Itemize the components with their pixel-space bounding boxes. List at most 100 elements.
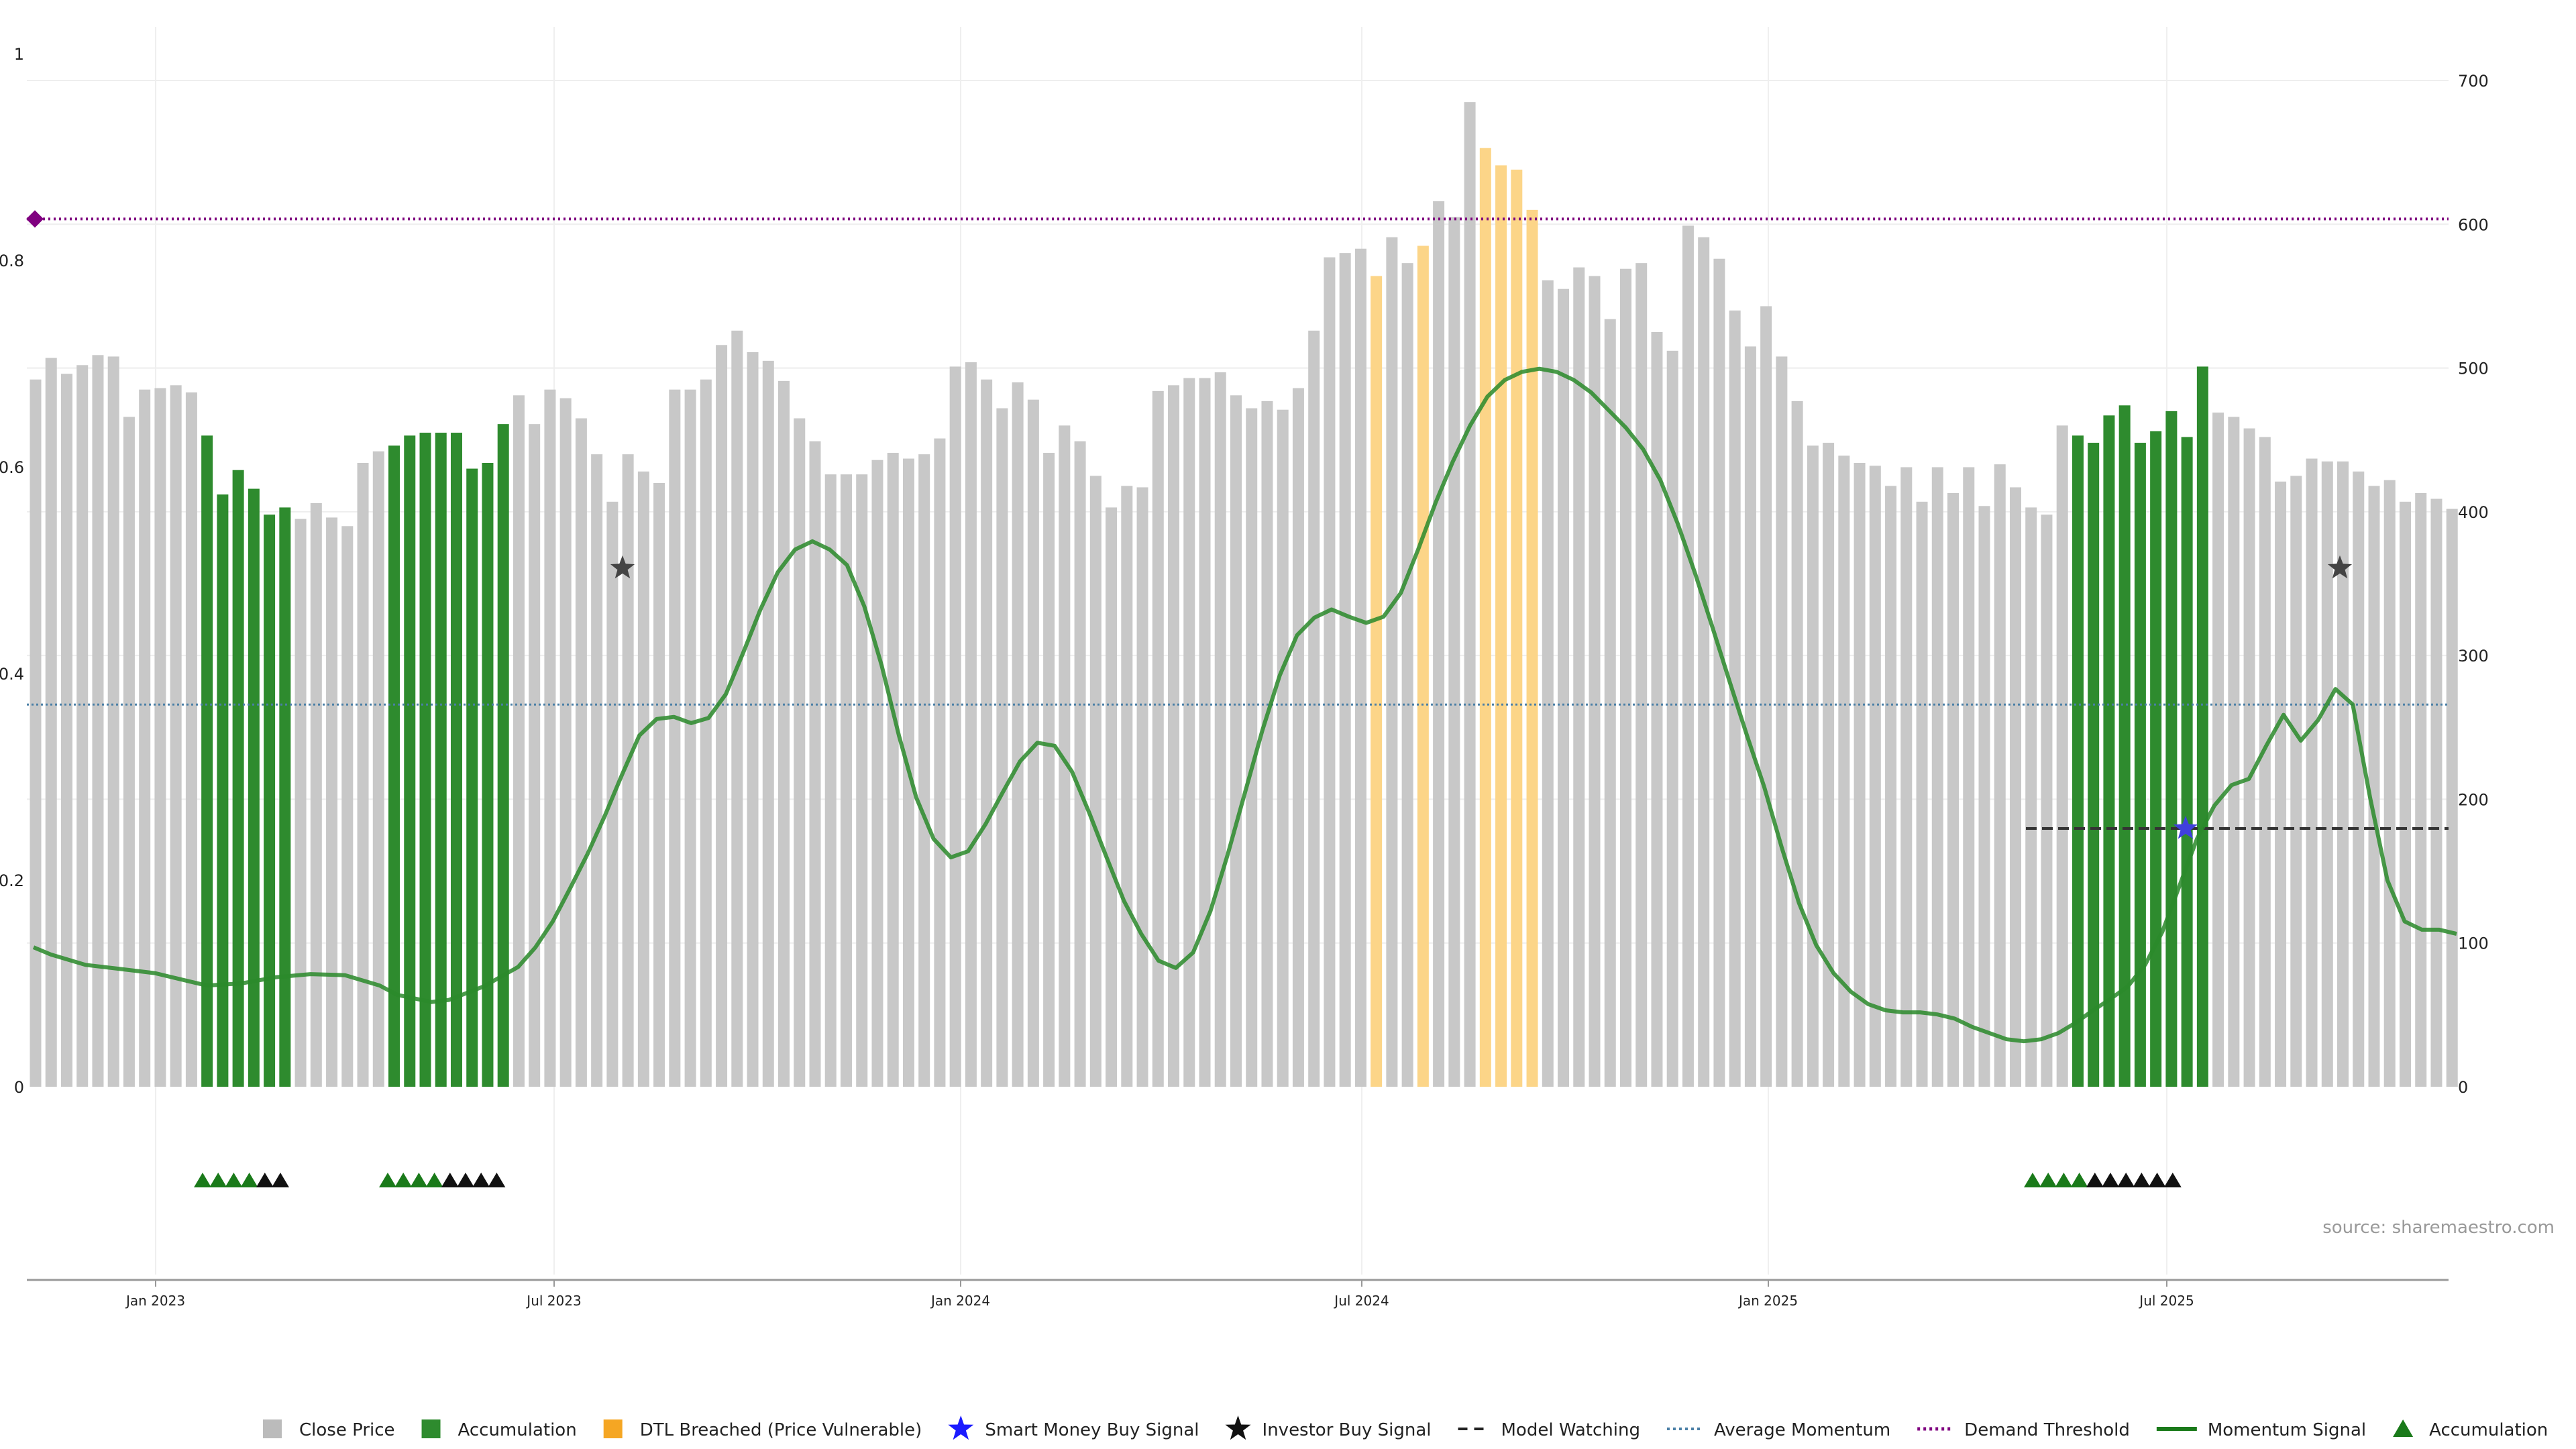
price-bar [107, 356, 119, 1087]
price-bar [794, 418, 806, 1087]
price-bar [1043, 453, 1055, 1087]
price-bar [1308, 330, 1320, 1087]
price-bar [918, 454, 930, 1087]
price-bar [1838, 455, 1850, 1087]
accumulation-triangle-marker [457, 1173, 474, 1187]
price-bar [700, 379, 712, 1087]
legend-star-icon [948, 1415, 974, 1440]
left-axis-tick-label: 0.2 [0, 871, 24, 890]
price-bar [310, 503, 322, 1087]
price-bar [1744, 346, 1756, 1087]
price-bar [341, 526, 354, 1087]
price-bar [1059, 425, 1071, 1087]
price-bar [2150, 431, 2162, 1087]
price-bar [201, 435, 213, 1087]
price-bar [2181, 437, 2193, 1087]
price-bar [372, 451, 384, 1087]
price-bar [684, 389, 696, 1087]
price-bar [1401, 263, 1413, 1087]
price-bar [856, 474, 868, 1087]
price-bar [934, 438, 946, 1087]
accumulation-triangle-marker [2133, 1173, 2151, 1187]
price-bar [1854, 463, 1866, 1087]
price-bar [1168, 385, 1180, 1087]
price-bar [1417, 246, 1429, 1087]
price-bar [248, 488, 260, 1087]
price-bar [419, 433, 431, 1087]
price-bar [1277, 409, 1289, 1087]
price-bar [326, 517, 338, 1087]
accumulation-triangle-marker [2117, 1173, 2135, 1187]
price-bar [1479, 148, 1491, 1087]
accumulation-triangle-marker [256, 1173, 274, 1187]
momentum-signal [32, 366, 2457, 1044]
investor-buy-signal-star [2327, 555, 2353, 579]
legend-label: Accumulation [2429, 1420, 2548, 1440]
right-axis-tick-label: 400 [2458, 503, 2489, 522]
price-bar [2243, 428, 2255, 1087]
legend-item: Investor Buy Signal [1225, 1415, 1432, 1440]
price-bar [1869, 466, 1881, 1087]
legend-label: Demand Threshold [1964, 1420, 2130, 1440]
legend-label: Smart Money Buy Signal [985, 1420, 1199, 1440]
price-bar [2337, 461, 2349, 1087]
price-bar [747, 352, 759, 1087]
accumulation-triangle-marker [379, 1173, 396, 1187]
price-bar [2118, 405, 2131, 1087]
price-bar [544, 389, 556, 1087]
legend-swatch [263, 1419, 282, 1438]
price-bar [965, 362, 977, 1087]
price-bar [669, 389, 681, 1087]
price-bar [871, 460, 883, 1087]
price-bar [45, 358, 57, 1087]
accumulation-triangle-marker [2024, 1173, 2041, 1187]
left-axis-tick-label: 1 [14, 45, 24, 64]
price-bar [2399, 501, 2411, 1087]
legend-label: Accumulation [458, 1420, 577, 1440]
price-bar [1292, 388, 1304, 1087]
price-bar [1027, 399, 1039, 1087]
price-bar [2025, 507, 2037, 1087]
price-bar [185, 392, 197, 1087]
price-bar [2290, 476, 2302, 1087]
price-bar [1776, 356, 1788, 1087]
price-bar [1635, 263, 1648, 1087]
price-bar [2212, 413, 2224, 1087]
price-bar [824, 474, 837, 1087]
price-bar [1963, 467, 1975, 1087]
accumulation-triangle-marker [240, 1173, 258, 1187]
price-bar [1371, 276, 1383, 1087]
price-bar [981, 379, 993, 1087]
price-bar [2134, 443, 2146, 1087]
price-bar [1121, 486, 1133, 1087]
accumulation-triangle-marker [394, 1173, 413, 1187]
price-bar [232, 470, 244, 1087]
price-bar [217, 494, 229, 1087]
accumulation-triangle-marker [488, 1173, 506, 1187]
price-bar [1106, 507, 1118, 1087]
price-bar [139, 389, 151, 1087]
right-axis-tick-label: 200 [2458, 790, 2489, 809]
price-bar [466, 468, 478, 1087]
price-bar [2009, 487, 2021, 1087]
legend-item: Momentum Signal [2156, 1420, 2366, 1440]
price-bar [731, 330, 743, 1087]
right-axis-tick-label: 100 [2458, 934, 2489, 953]
accumulation-triangle-marker [425, 1173, 443, 1187]
legend-swatch [603, 1419, 623, 1438]
reference-lines [26, 210, 2449, 830]
price-bar [1931, 467, 1943, 1087]
price-bar [1136, 487, 1148, 1087]
price-bar [2383, 480, 2396, 1087]
price-bar [1604, 319, 1616, 1087]
price-bar [2446, 508, 2458, 1087]
price-bar [2321, 461, 2333, 1087]
price-bar [1152, 390, 1164, 1087]
legend-label: Momentum Signal [2208, 1420, 2366, 1440]
price-bar [123, 417, 135, 1087]
x-axis-tick-label: Jul 2025 [2138, 1293, 2194, 1309]
legend-label: DTL Breached (Price Vulnerable) [640, 1420, 922, 1440]
price-bar [154, 388, 166, 1087]
price-bar [1464, 102, 1476, 1087]
price-bar [1791, 400, 1803, 1087]
